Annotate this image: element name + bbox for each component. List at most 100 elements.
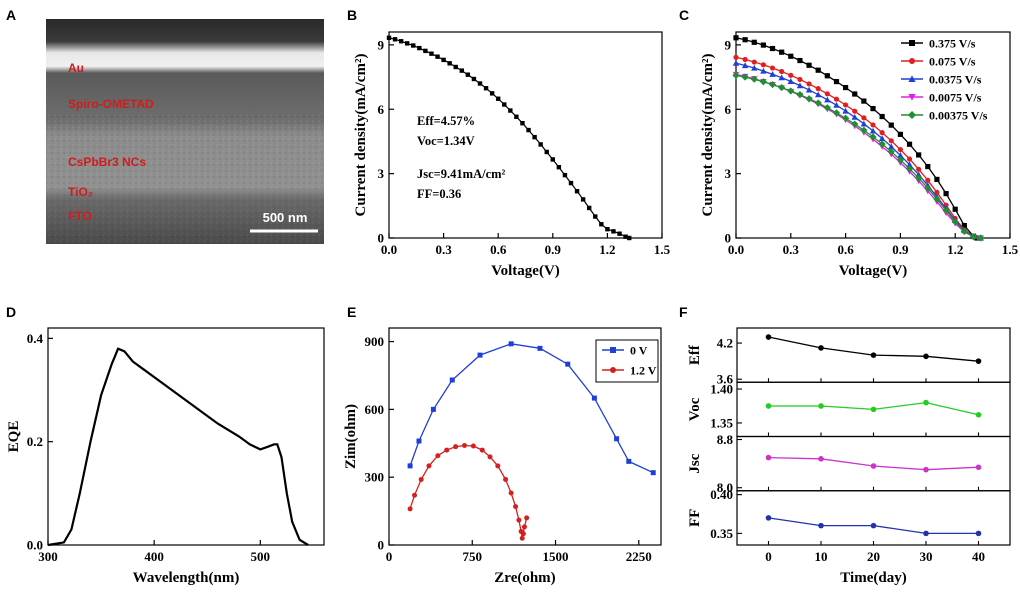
data-point bbox=[934, 176, 940, 183]
x-tick-label: 0.6 bbox=[837, 242, 854, 257]
series-line bbox=[735, 62, 981, 239]
data-point bbox=[733, 54, 739, 60]
data-point bbox=[897, 152, 904, 158]
data-point bbox=[765, 454, 772, 461]
sem-texture-perovskite bbox=[46, 115, 324, 180]
data-point bbox=[447, 61, 452, 66]
data-point bbox=[888, 122, 894, 128]
data-point bbox=[887, 148, 895, 156]
chart-panel-e: 0 750 1500 2250 0 300 600 900 Zre(ohm) Zim(ohm) 0 … bbox=[343, 327, 662, 586]
y-axis-label: Zim(ohm) bbox=[343, 404, 359, 469]
data-point bbox=[521, 524, 527, 530]
series-line bbox=[409, 343, 654, 474]
data-point bbox=[778, 74, 785, 81]
data-point bbox=[915, 174, 923, 182]
data-point bbox=[806, 62, 812, 68]
data-point bbox=[818, 345, 824, 351]
data-point bbox=[650, 470, 656, 476]
chart-panel-d: 300 400 500 0.0 0.2 0.4 Wavelength(nm) EQE bbox=[6, 327, 325, 586]
data-point bbox=[386, 35, 392, 40]
data-point bbox=[916, 152, 922, 158]
data-point bbox=[465, 72, 471, 77]
data-point bbox=[906, 161, 913, 168]
data-point bbox=[934, 189, 940, 195]
x-tick-label: 0.3 bbox=[783, 242, 800, 257]
plot-area-d bbox=[47, 347, 309, 547]
legend-label: 0.375 V/s bbox=[929, 37, 976, 51]
data-point bbox=[453, 444, 459, 450]
x-axis-label: Voltage(V) bbox=[839, 263, 908, 279]
x-tick-label: 1.2 bbox=[599, 242, 615, 257]
data-point bbox=[741, 62, 749, 69]
data-point bbox=[513, 504, 519, 510]
data-point bbox=[435, 453, 441, 459]
sem-layer-spiro: Spiro-OMETAD bbox=[68, 97, 154, 111]
data-point bbox=[923, 530, 929, 537]
x-tick-label: 0.6 bbox=[490, 242, 507, 257]
plot-frame-d bbox=[47, 327, 325, 546]
data-point bbox=[779, 68, 785, 75]
data-point bbox=[423, 48, 428, 54]
data-point bbox=[503, 476, 509, 482]
data-point bbox=[495, 463, 501, 469]
data-point bbox=[797, 76, 803, 83]
data-point bbox=[556, 164, 562, 170]
data-point bbox=[532, 134, 537, 140]
x-tick-label: 1.5 bbox=[1002, 242, 1019, 257]
data-point bbox=[471, 76, 477, 82]
data-point bbox=[405, 41, 410, 46]
y-tick-label: 9 bbox=[378, 37, 385, 52]
panel-letter-c: C bbox=[679, 7, 689, 23]
data-point bbox=[750, 75, 758, 83]
data-point bbox=[398, 39, 404, 44]
data-point bbox=[627, 235, 632, 241]
y-tick-label: 0.2 bbox=[27, 434, 43, 449]
legend-box bbox=[595, 339, 659, 383]
data-point bbox=[824, 91, 830, 97]
data-point bbox=[923, 399, 929, 406]
legend-marker bbox=[909, 40, 915, 46]
data-point bbox=[818, 403, 824, 409]
plot-area-e bbox=[407, 341, 656, 541]
x-axis-label: Voltage(V) bbox=[491, 263, 560, 279]
data-point bbox=[833, 96, 840, 102]
data-point bbox=[765, 403, 772, 409]
x-tick-label: 2250 bbox=[626, 549, 652, 564]
data-point bbox=[975, 412, 982, 418]
y-tick-label: 8.0 bbox=[717, 480, 733, 495]
data-point bbox=[952, 206, 958, 212]
subplot-jsc: 8.0 8.8 Jsc bbox=[687, 432, 1011, 495]
series-line bbox=[735, 56, 980, 239]
data-point bbox=[741, 73, 749, 81]
x-tick-label: 0 bbox=[386, 549, 393, 564]
plot-frame-e bbox=[388, 327, 662, 546]
data-point bbox=[441, 57, 446, 63]
data-point bbox=[975, 464, 982, 471]
data-point bbox=[870, 522, 877, 529]
data-point bbox=[508, 341, 514, 347]
data-point bbox=[818, 456, 824, 462]
data-point bbox=[412, 492, 418, 498]
x-tick-label: 30 bbox=[920, 549, 933, 564]
data-point bbox=[733, 35, 739, 41]
legend-e: 0 V 1.2 V bbox=[595, 339, 659, 383]
data-point bbox=[815, 91, 822, 98]
data-point bbox=[833, 101, 840, 108]
y-tick-label: 1.40 bbox=[710, 382, 733, 397]
y-axis-label: FF bbox=[687, 509, 703, 527]
x-tick-label: 750 bbox=[463, 549, 483, 564]
data-point bbox=[565, 361, 571, 367]
data-point bbox=[751, 64, 758, 71]
y-tick-label: 0.0 bbox=[27, 538, 43, 553]
y-tick-label: 0.4 bbox=[27, 331, 44, 346]
sem-layer-perovskite: CsPbBr3 NCs bbox=[68, 155, 146, 169]
data-point bbox=[732, 59, 740, 66]
x-tick-label: 0.9 bbox=[892, 242, 909, 257]
data-point bbox=[459, 68, 464, 73]
data-point bbox=[823, 104, 831, 112]
data-point bbox=[788, 53, 794, 59]
data-point bbox=[779, 49, 785, 55]
y-tick-label: 9 bbox=[725, 37, 732, 52]
data-point bbox=[508, 108, 513, 113]
